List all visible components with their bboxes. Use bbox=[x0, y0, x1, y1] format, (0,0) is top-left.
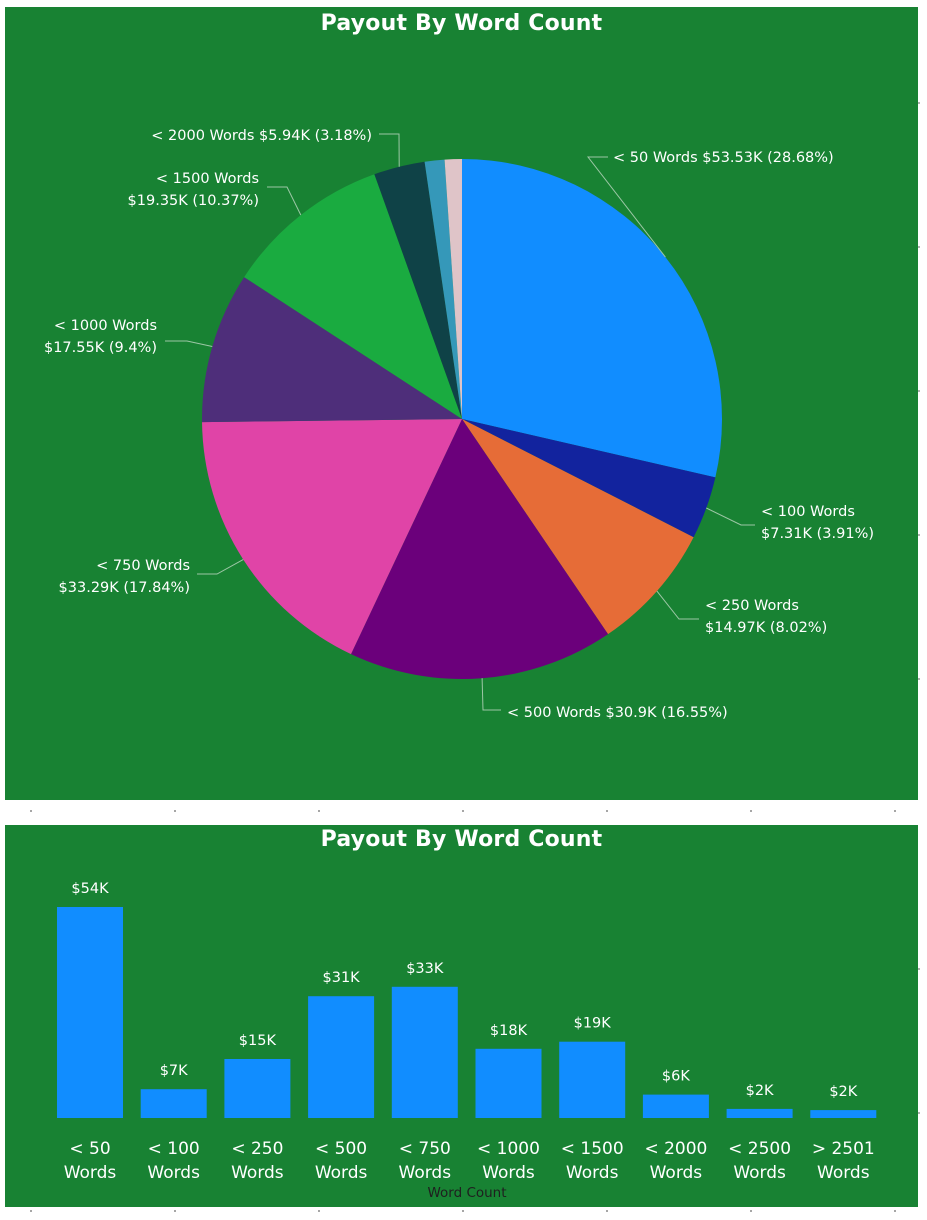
bar-lt-750-words[interactable] bbox=[391, 986, 458, 1118]
pie-slice-gt-2501-words[interactable] bbox=[444, 159, 462, 419]
pie-data-label-lt-100-words-line-1: < 100 Words bbox=[761, 504, 855, 520]
x-tick-label-lt-1000-words-line-1: < 1000 bbox=[477, 1139, 540, 1159]
x-tick-label-lt-2000-words-line-1: < 2000 bbox=[644, 1139, 707, 1159]
x-tick-label-lt-2500-words-line-1: < 2500 bbox=[728, 1139, 791, 1159]
x-tick-label-lt-500-words-line-2: Words bbox=[315, 1163, 368, 1183]
pie-slice-lt-1000-words[interactable] bbox=[202, 277, 462, 423]
x-tick-label-gt-2501-words-line-1: > 2501 bbox=[812, 1139, 875, 1159]
pie-data-label-lt-750-words-line-1: < 750 Words bbox=[96, 558, 190, 574]
pie-slice-lt-1500-words[interactable] bbox=[244, 174, 462, 419]
pie-chart-panel: Payout By Word Count < 50 Words $53.53K … bbox=[5, 7, 918, 800]
bar-lt-1500-words[interactable] bbox=[559, 1041, 626, 1118]
bar-data-label-lt-50-words: $54K bbox=[71, 881, 109, 897]
pie-data-label-lt-2000-words: < 2000 Words $5.94K (3.18%) bbox=[151, 128, 372, 144]
pie-chart-title: Payout By Word Count bbox=[320, 11, 603, 36]
pie-slice-lt-2500-words[interactable] bbox=[424, 159, 462, 419]
x-tick-label-lt-750-words-line-2: Words bbox=[399, 1163, 452, 1183]
bar-data-label-lt-1500-words: $19K bbox=[574, 1016, 612, 1032]
x-tick-label-lt-1500-words-line-2: Words bbox=[566, 1163, 619, 1183]
bar-data-label-lt-750-words: $33K bbox=[406, 961, 444, 977]
pie-data-label-lt-250-words-line-2: $14.97K (8.02%) bbox=[705, 620, 827, 636]
x-tick-label-lt-50-words-line-2: Words bbox=[64, 1163, 117, 1183]
bar-lt-500-words[interactable] bbox=[308, 996, 375, 1118]
x-axis-title: Word Count bbox=[427, 1185, 506, 1201]
x-tick-label-lt-750-words-line-1: < 750 bbox=[399, 1139, 451, 1159]
pie-data-label-lt-1500-words-line-1: < 1500 Words bbox=[156, 171, 259, 187]
x-tick-label-lt-250-words-line-2: Words bbox=[231, 1163, 284, 1183]
bar-lt-2000-words[interactable] bbox=[642, 1094, 709, 1118]
pie-data-label-lt-1000-words-line-1: < 1000 Words bbox=[54, 318, 157, 334]
pie-slice-lt-50-words[interactable] bbox=[462, 159, 722, 478]
pie-data-label-lt-500-words: < 500 Words $30.9K (16.55%) bbox=[507, 705, 728, 721]
x-tick-label-lt-1500-words-line-1: < 1500 bbox=[561, 1139, 624, 1159]
leader-line-lt-750-words bbox=[197, 559, 244, 575]
bar-lt-50-words[interactable] bbox=[57, 907, 123, 1118]
leader-line-lt-500-words bbox=[481, 678, 501, 711]
pie-slice-lt-500-words[interactable] bbox=[350, 419, 609, 680]
pie-slice-lt-100-words[interactable] bbox=[462, 419, 716, 538]
pie-data-label-lt-100-words-line-2: $7.31K (3.91%) bbox=[761, 526, 874, 542]
bar-data-label-lt-100-words: $7K bbox=[160, 1063, 188, 1079]
leader-line-lt-50-words bbox=[586, 156, 666, 258]
bar-lt-250-words[interactable] bbox=[224, 1059, 291, 1118]
pie-data-label-lt-750-words-line-2: $33.29K (17.84%) bbox=[59, 580, 190, 596]
pie-chart: < 50 Words $53.53K (28.68%) < 100 Words $7… bbox=[44, 128, 874, 721]
x-tick-label-lt-500-words-line-1: < 500 bbox=[315, 1139, 367, 1159]
pie-slice-lt-2000-words[interactable] bbox=[374, 161, 462, 419]
bar-data-label-lt-250-words: $15K bbox=[239, 1033, 277, 1049]
x-tick-label-lt-1000-words-line-2: Words bbox=[482, 1163, 535, 1183]
leader-line-lt-250-words bbox=[656, 590, 699, 620]
pie-data-label-lt-250-words-line-1: < 250 Words bbox=[705, 598, 799, 614]
x-tick-label-lt-2500-words-line-2: Words bbox=[733, 1163, 786, 1183]
pie-slice-lt-250-words[interactable] bbox=[462, 419, 694, 635]
x-tick-label-lt-100-words-line-2: Words bbox=[147, 1163, 200, 1183]
bar-chart-panel: Payout By Word Count $54K < 50 Words $7K < 1… bbox=[5, 825, 918, 1207]
bar-lt-1000-words[interactable] bbox=[475, 1048, 542, 1118]
pie-data-label-lt-1500-words-line-2: $19.35K (10.37%) bbox=[128, 193, 259, 209]
pie-slice-lt-750-words[interactable] bbox=[202, 419, 462, 655]
pie-data-label-lt-50-words: < 50 Words $53.53K (28.68%) bbox=[613, 150, 834, 166]
x-tick-label-lt-50-words-line-1: < 50 bbox=[69, 1139, 110, 1159]
leader-line-lt-100-words bbox=[706, 507, 755, 526]
bar-lt-2500-words[interactable] bbox=[726, 1108, 793, 1118]
x-tick-label-lt-100-words-line-1: < 100 bbox=[148, 1139, 200, 1159]
leader-line-lt-1000-words bbox=[165, 340, 213, 347]
bar-data-label-lt-500-words: $31K bbox=[323, 970, 361, 986]
x-tick-label-gt-2501-words-line-2: Words bbox=[817, 1163, 870, 1183]
bar-gt-2501-words[interactable] bbox=[810, 1110, 877, 1118]
bar-chart: $54K < 50 Words $7K < 100 Words $15K < 250 Words… bbox=[57, 881, 877, 1201]
bar-panel-bottom-edge bbox=[0, 1210, 927, 1220]
bar-chart-title: Payout By Word Count bbox=[320, 827, 603, 852]
bar-data-label-lt-2500-words: $2K bbox=[746, 1083, 774, 1099]
bar-data-label-gt-2501-words: $2K bbox=[829, 1084, 857, 1100]
bar-data-label-lt-1000-words: $18K bbox=[490, 1023, 528, 1039]
pie-data-label-lt-1000-words-line-2: $17.55K (9.4%) bbox=[44, 340, 157, 356]
bar-lt-100-words[interactable] bbox=[140, 1089, 207, 1118]
leader-line-lt-1500-words bbox=[267, 186, 302, 216]
bar-data-label-lt-2000-words: $6K bbox=[662, 1069, 690, 1085]
pie-panel-bottom-edge bbox=[0, 810, 927, 820]
leader-line-lt-2000-words bbox=[379, 133, 400, 167]
x-tick-label-lt-2000-words-line-2: Words bbox=[650, 1163, 703, 1183]
x-tick-label-lt-250-words-line-1: < 250 bbox=[231, 1139, 283, 1159]
